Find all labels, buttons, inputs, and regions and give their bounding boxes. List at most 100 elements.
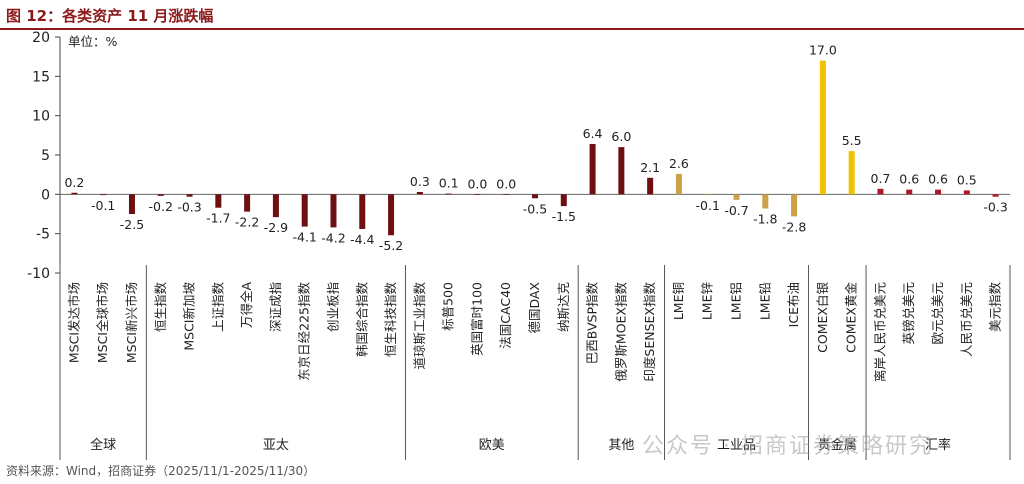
- y-tick-label: 10: [32, 109, 50, 125]
- data-label: 2.6: [669, 156, 689, 171]
- category-label: 创业板指: [325, 282, 340, 332]
- bar: [589, 143, 596, 195]
- group-label: 亚太: [263, 438, 289, 453]
- bar: [445, 193, 452, 195]
- category-label: MSCI发达市场: [66, 282, 81, 363]
- bar: [560, 194, 567, 207]
- data-label: 6.4: [583, 126, 603, 141]
- category-label: 欧元兑美元: [930, 282, 945, 345]
- bar: [877, 188, 884, 195]
- data-label: 0.2: [64, 175, 84, 190]
- category-label: COMEX黄金: [844, 282, 859, 353]
- title-divider: [0, 28, 1024, 30]
- data-label: -4.2: [321, 230, 345, 245]
- category-label: 上证指数: [210, 282, 225, 333]
- bar: [416, 191, 423, 195]
- data-label: -2.5: [120, 217, 144, 232]
- category-label: 英镑兑美元: [901, 282, 916, 345]
- category-label: 韩国综合指数: [354, 282, 369, 358]
- bar: [128, 194, 135, 214]
- category-label: 道琼斯工业指数: [412, 282, 427, 370]
- category-label: 万得全A: [239, 282, 254, 329]
- bar: [733, 194, 740, 200]
- y-tick-label: 20: [32, 30, 50, 46]
- data-label: 0.6: [928, 172, 948, 187]
- data-label: -0.1: [91, 198, 115, 213]
- bar: [532, 194, 538, 199]
- category-labels: MSCI发达市场 MSCI全球市场 MSCI新兴市场 恒生指数 MSCI新加坡 上证指数万…: [66, 282, 1002, 383]
- category-label: MSCI全球市场: [95, 282, 110, 363]
- category-label: 恒生指数: [153, 282, 168, 333]
- bar: [848, 151, 855, 195]
- data-label: 0.0: [496, 176, 516, 191]
- bar-series: [71, 60, 999, 236]
- bar: [791, 194, 798, 217]
- category-label: 法国CAC40: [498, 282, 513, 349]
- data-label: 0.7: [871, 171, 891, 186]
- category-label: COMEX白银: [815, 282, 830, 353]
- group-label: 欧美: [479, 438, 505, 453]
- bar: [935, 189, 942, 195]
- data-label: -2.9: [264, 220, 288, 235]
- bar: [100, 194, 107, 196]
- data-label: 6.0: [611, 129, 631, 144]
- category-label: 标普500: [441, 282, 456, 331]
- category-label: LME铝: [729, 282, 744, 320]
- category-label: 美元指数: [988, 282, 1003, 333]
- bar: [618, 147, 625, 195]
- category-label: ICE布油: [786, 282, 801, 327]
- data-label: 0.0: [467, 176, 487, 191]
- bar: [157, 194, 164, 196]
- bar: [647, 177, 654, 195]
- bar: [992, 194, 999, 197]
- category-label: 德国DAX: [527, 282, 542, 334]
- category-label: 东京日经225指数: [297, 282, 312, 381]
- data-label: 0.6: [899, 172, 919, 187]
- category-label: 俄罗斯MOEX指数: [613, 282, 628, 382]
- data-label: -2.8: [782, 219, 806, 234]
- category-label: MSCI新兴市场: [124, 282, 139, 363]
- chart-title: 图 12：各类资产 11 月涨跌幅: [6, 7, 214, 25]
- data-label: -1.5: [552, 209, 576, 224]
- category-label: 巴西BVSP指数: [585, 282, 600, 365]
- source-note: 资料来源：Wind，招商证券（2025/11/1-2025/11/30）: [6, 464, 316, 478]
- category-label: 人民币兑美元: [959, 282, 974, 357]
- category-label: 离岸人民币兑美元: [872, 282, 887, 382]
- data-label: -2.2: [235, 215, 259, 230]
- bar: [906, 189, 913, 195]
- bar: [704, 194, 711, 196]
- category-label: 印度SENSEX指数: [642, 282, 657, 382]
- data-label: -0.3: [177, 200, 201, 215]
- category-label: LME铅: [757, 282, 772, 320]
- bar: [963, 190, 970, 195]
- group-label: 全球: [90, 437, 116, 453]
- data-label: -1.7: [206, 211, 230, 226]
- bar: [71, 192, 78, 195]
- bar: [186, 194, 193, 197]
- bar: [503, 194, 510, 195]
- category-label: LME铜: [671, 282, 686, 320]
- category-label: LME锌: [700, 282, 715, 320]
- data-label: -5.2: [379, 238, 403, 253]
- bar: [330, 194, 337, 228]
- data-label: -0.5: [523, 201, 547, 216]
- y-tick-label: -5: [36, 227, 50, 243]
- data-label: -0.7: [724, 203, 748, 218]
- bar: [215, 194, 222, 208]
- data-label: 5.5: [842, 133, 862, 148]
- data-labels: 0.2 -0.1 -2.5 -0.2 -0.3 -1.7 -2.2 -2.9 -4.1 -4.2 -…: [64, 43, 1007, 254]
- data-label: 2.1: [640, 160, 660, 175]
- bar: [301, 194, 308, 227]
- data-label: -1.8: [753, 211, 777, 226]
- bar: [388, 194, 395, 236]
- y-tick-label: -10: [27, 266, 50, 282]
- category-label: 深证成指: [268, 282, 283, 332]
- y-tick-label: 5: [41, 148, 50, 164]
- data-label: 0.5: [957, 172, 977, 187]
- bar: [762, 194, 769, 209]
- bar: [474, 194, 481, 195]
- group-label: 贵金属: [818, 437, 857, 453]
- data-label: -4.1: [293, 230, 317, 245]
- data-label: -0.2: [149, 199, 173, 214]
- data-label: 17.0: [809, 43, 837, 58]
